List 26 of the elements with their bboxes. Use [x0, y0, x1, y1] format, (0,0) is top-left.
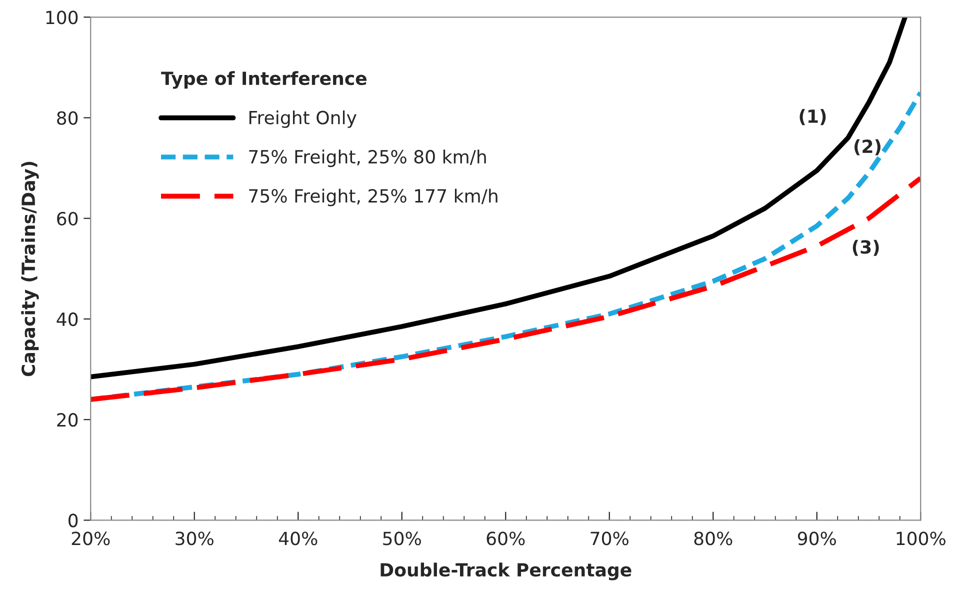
y-tick-label: 20	[57, 413, 78, 427]
x-tick-label: 70%	[590, 532, 628, 546]
x-tick-label: 60%	[486, 532, 525, 546]
x-tick-label: 100%	[896, 532, 946, 546]
x-tick-label: 30%	[176, 532, 214, 546]
y-tick-label: 60	[57, 212, 78, 226]
x-tick-label: 80%	[694, 532, 732, 546]
y-tick-label: 100	[46, 10, 78, 24]
annotation: (2)	[854, 139, 880, 156]
y-tick-label: 80	[57, 111, 78, 125]
y-tick-label: 40	[56, 312, 78, 326]
annotation: (1)	[800, 109, 826, 126]
legend-label: 75% Freight, 25% 80 km/h	[249, 150, 486, 168]
legend-label: Freight Only	[249, 110, 356, 128]
y-tick-label: 0	[68, 514, 78, 528]
annotation: (3)	[852, 240, 879, 256]
legend-label: 75% Freight, 25% 177 km/h	[249, 188, 498, 206]
y-axis-title: Capacity (Trains/Day)	[21, 162, 39, 376]
legend-title: Type of Interference	[161, 71, 366, 89]
x-tick-label: 40%	[278, 532, 318, 546]
x-axis-title: Double-Track Percentage	[380, 562, 632, 580]
line-series	[90, 17, 908, 380]
x-tick-label: 90%	[798, 532, 836, 546]
line-series	[90, 176, 921, 402]
x-tick-label: 50%	[383, 532, 421, 546]
x-tick-label: 20%	[72, 532, 110, 546]
